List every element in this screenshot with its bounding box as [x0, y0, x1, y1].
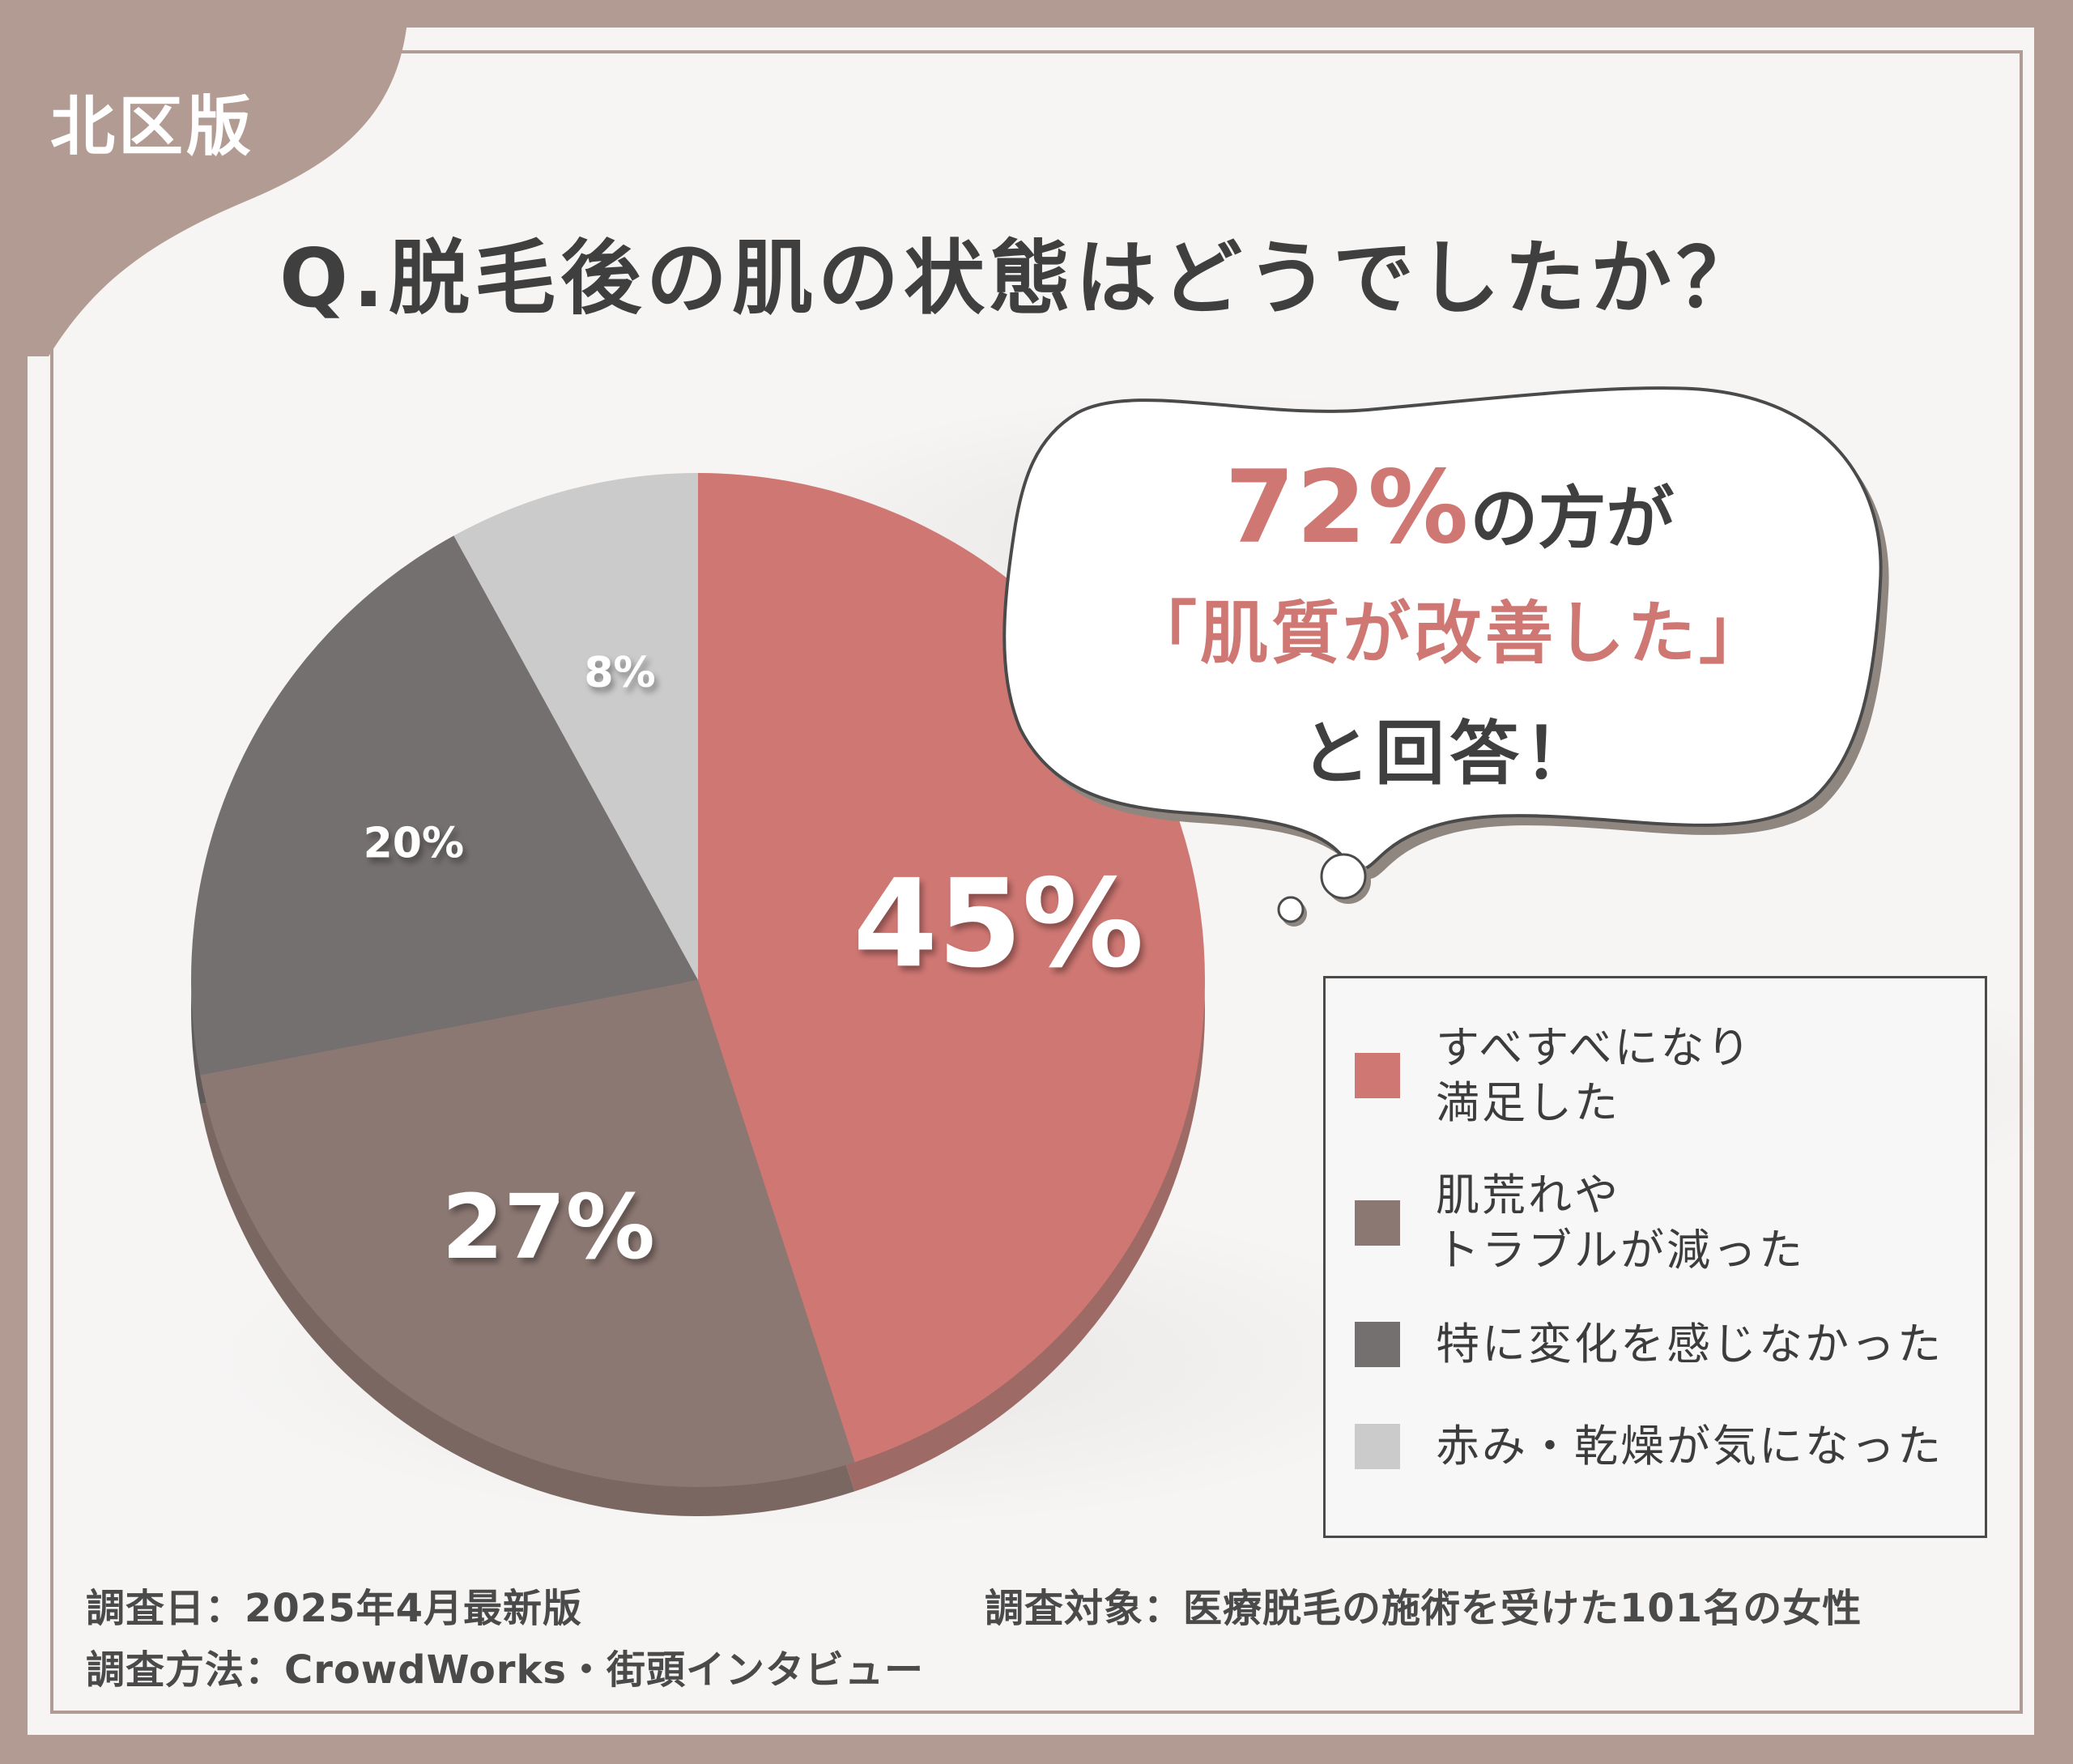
legend-item-no-change: 特に変化を感じなかった	[1355, 1317, 1943, 1372]
legend-item-redness-dryness: 赤み・乾燥が気になった	[1355, 1419, 1943, 1474]
legend-label: 肌荒れや トラブルが減った	[1436, 1170, 1805, 1276]
legend-swatch	[1355, 1200, 1400, 1246]
thought-dot-large	[1320, 853, 1371, 904]
legend-item-fewer-troubles: 肌荒れや トラブルが減った	[1355, 1168, 1805, 1278]
callout-line-2: 「肌質が改善した」	[1128, 594, 1770, 673]
edition-label: 北区版	[50, 89, 254, 164]
pie-slice-no-change	[190, 535, 698, 1076]
callout-line-3: と回答！	[1300, 714, 1598, 795]
callout-line-1-rest: の方が	[1470, 479, 1675, 558]
inner-frame	[50, 50, 2023, 1714]
thought-dot-small	[1277, 896, 1307, 927]
survey-target: 調査対象：医療脱毛の施術を受けた101名の女性	[985, 1586, 1862, 1631]
question-title: Q.脱毛後の肌の状態はどうでしたか？	[279, 231, 1762, 326]
callout-percentage: 72%	[1224, 450, 1471, 566]
speech-bubble	[1002, 386, 1889, 927]
survey-method: 調査方法：CrowdWorks・街頭インタビュー	[86, 1647, 924, 1693]
corner-tab	[0, 0, 409, 356]
pie-slice-fewer-troubles	[200, 980, 855, 1487]
callout-line-1: 72%の方が	[1012, 450, 1887, 566]
data-label-fewer-troubles: 27%	[442, 1175, 655, 1279]
chart-legend: すべすべになり 満足した 肌荒れや トラブルが減った 特に変化を感じなかった 赤…	[1323, 976, 1987, 1538]
data-label-redness-dryness: 8%	[584, 649, 655, 697]
pie-slice-redness-dryness	[453, 473, 698, 980]
data-label-satisfied: 45%	[853, 854, 1143, 995]
legend-label: 特に変化を感じなかった	[1436, 1319, 1943, 1370]
legend-swatch	[1355, 1424, 1400, 1469]
data-label-no-change: 20%	[364, 820, 464, 868]
legend-swatch	[1355, 1053, 1400, 1098]
legend-swatch	[1355, 1322, 1400, 1367]
legend-label: すべすべになり 満足した	[1436, 1022, 1753, 1128]
legend-item-satisfied: すべすべになり 満足した	[1355, 1020, 1752, 1131]
survey-date: 調査日：2025年4月最新版	[86, 1586, 582, 1631]
legend-label: 赤み・乾燥が気になった	[1436, 1421, 1943, 1472]
